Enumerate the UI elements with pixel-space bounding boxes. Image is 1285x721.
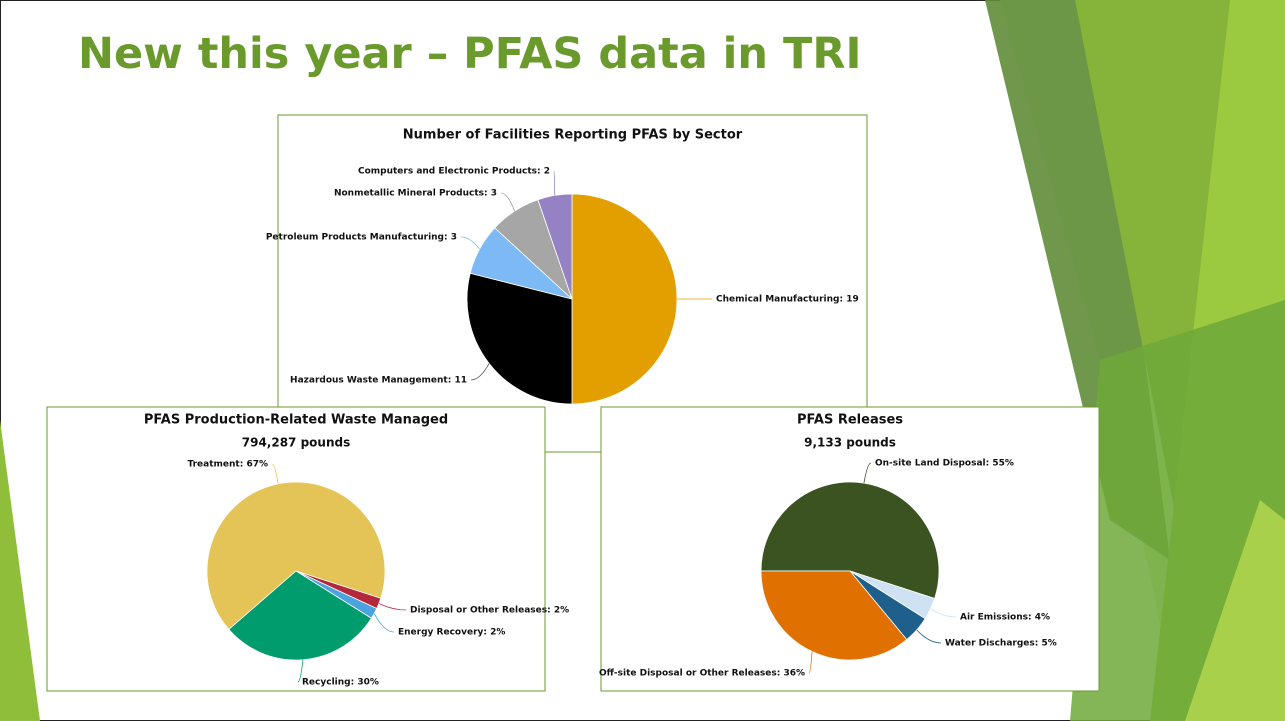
data-label: Water Discharges: 5%	[945, 639, 1057, 649]
data-label: Computers and Electronic Products: 2	[358, 167, 550, 177]
leader-line	[930, 608, 957, 618]
chart: PFAS Releases 9,133 pounds On-site Land Di…	[599, 406, 1100, 692]
data-label: Off-site Disposal or Other Releases: 36%	[599, 669, 805, 679]
data-label: Nonmetallic Mineral Products: 3	[334, 189, 497, 199]
data-label: Petroleum Products Manufacturing: 3	[266, 233, 457, 243]
data-label: Chemical Manufacturing: 19	[716, 295, 859, 305]
leader-line	[271, 463, 279, 484]
pie-slice	[466, 272, 573, 405]
pie-slice	[760, 481, 940, 600]
chart: Number of Facilities Reporting PFAS by S…	[266, 114, 868, 453]
leader-line	[553, 170, 556, 196]
leader-line	[460, 236, 480, 250]
slide-title: New this year – PFAS data in TRI	[78, 29, 861, 79]
chart: PFAS Production-Related Waste Managed 794…	[46, 406, 569, 692]
leader-line	[863, 462, 872, 484]
pie-slice	[571, 193, 678, 405]
chart-title: PFAS Releases	[797, 413, 903, 428]
leader-line	[500, 192, 515, 212]
pie-slice	[228, 570, 372, 661]
leader-line	[808, 651, 813, 674]
data-label: Energy Recovery: 2%	[398, 628, 505, 638]
chart-subtitle: 794,287 pounds	[242, 436, 351, 450]
leader-line	[373, 613, 395, 633]
chart-title: PFAS Production-Related Waste Managed	[144, 413, 448, 428]
data-label: On-site Land Disposal: 55%	[875, 459, 1014, 469]
data-label: Treatment: 67%	[187, 460, 268, 470]
data-label: Air Emissions: 4%	[960, 613, 1050, 623]
data-label: Hazardous Waste Management: 11	[290, 376, 467, 386]
leader-line	[378, 603, 407, 611]
chart-subtitle: 9,133 pounds	[804, 436, 896, 450]
data-label: Recycling: 30%	[302, 678, 379, 688]
leader-line	[916, 629, 942, 644]
chart-title: Number of Facilities Reporting PFAS by S…	[403, 128, 743, 143]
data-label: Disposal or Other Releases: 2%	[410, 606, 569, 616]
leader-line	[297, 659, 304, 683]
leader-line	[470, 363, 490, 381]
pie-slice	[537, 193, 573, 300]
